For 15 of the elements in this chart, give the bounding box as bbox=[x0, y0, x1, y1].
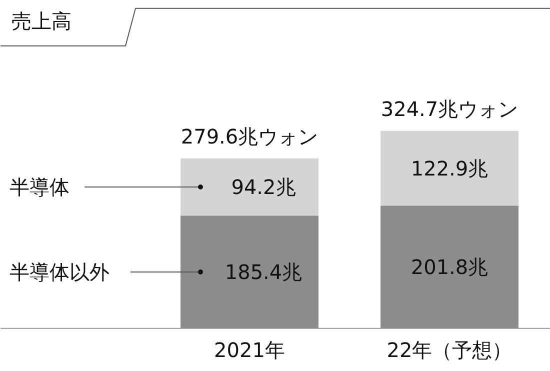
data-label: 185.4兆 bbox=[224, 260, 302, 284]
bar bbox=[380, 130, 518, 206]
data-label: 201.8兆 bbox=[410, 255, 488, 280]
data-label: 94.2兆 bbox=[231, 174, 296, 199]
x-tick-label: 22年（予想） bbox=[386, 338, 512, 362]
bar bbox=[180, 216, 318, 328]
chart-title: 売上高 bbox=[12, 9, 72, 34]
data-label: 122.9兆 bbox=[410, 156, 488, 180]
bar bbox=[380, 206, 518, 328]
bar bbox=[180, 158, 318, 216]
text: 半導体 bbox=[10, 174, 70, 199]
total-label: 324.7兆ウォン bbox=[380, 97, 518, 122]
x-tick-label: 2021年 bbox=[214, 338, 285, 362]
text: 半導体以外 bbox=[10, 260, 110, 284]
total-label: 279.6兆ウォン bbox=[180, 124, 318, 148]
